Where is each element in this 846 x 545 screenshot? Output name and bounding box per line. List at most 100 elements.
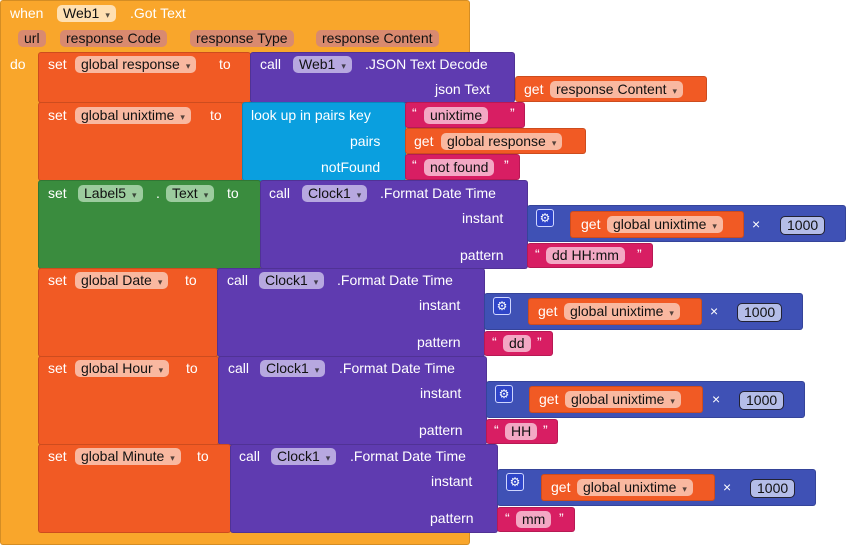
set-label: set xyxy=(48,360,67,376)
variable-name: global unixtime xyxy=(613,216,707,232)
multiply-operator: × xyxy=(723,479,732,495)
get-label: get xyxy=(581,216,601,232)
dropdown-arrow-icon: ▾ xyxy=(314,365,320,375)
set-label: set xyxy=(48,185,67,201)
variable-dropdown[interactable]: global unixtime ▾ xyxy=(607,216,723,233)
dropdown-arrow-icon: ▾ xyxy=(132,190,137,200)
dropdown-arrow-icon: ▾ xyxy=(180,112,185,122)
variable-dropdown[interactable]: global response ▾ xyxy=(75,56,197,73)
dropdown-arrow-icon: ▾ xyxy=(712,221,717,231)
text-value[interactable]: HH xyxy=(505,423,538,440)
lookup-in-pairs-block[interactable] xyxy=(242,102,406,181)
pattern-label: pattern xyxy=(460,247,504,263)
call-label: call xyxy=(227,272,249,288)
text-value[interactable]: unixtime xyxy=(424,107,489,124)
variable-dropdown[interactable]: global unixtime ▾ xyxy=(565,391,681,408)
variable-name: global response xyxy=(447,133,546,149)
gear-icon[interactable]: ⚙ xyxy=(506,473,524,491)
multiply-operator: × xyxy=(710,303,719,319)
set-label: set xyxy=(48,272,67,288)
set-label5-text-block[interactable] xyxy=(38,180,261,269)
pairs-label: pairs xyxy=(350,133,381,149)
component-dropdown[interactable]: Clock1 ▾ xyxy=(271,448,337,465)
number-value[interactable]: 1000 xyxy=(737,303,783,322)
variable-dropdown[interactable]: global unixtime ▾ xyxy=(577,479,693,496)
dropdown-arrow-icon: ▾ xyxy=(185,61,191,71)
variable-name: global unixtime xyxy=(583,479,677,495)
instant-label: instant xyxy=(420,385,462,401)
dropdown-arrow-icon: ▾ xyxy=(670,396,675,406)
quote-icon: “ xyxy=(412,157,417,173)
get-label: get xyxy=(524,81,544,97)
text-value[interactable]: dd HH:mm xyxy=(546,247,625,264)
component-dropdown[interactable]: Clock1 ▾ xyxy=(259,272,325,289)
quote-icon: ” xyxy=(510,105,515,121)
dropdown-arrow-icon: ▾ xyxy=(341,61,346,71)
variable-dropdown[interactable]: global Hour ▾ xyxy=(75,360,170,377)
param-response-type[interactable]: response Type xyxy=(190,30,294,47)
text-value[interactable]: mm xyxy=(516,511,552,528)
component-dropdown[interactable]: Web1 ▾ xyxy=(57,5,116,22)
dropdown-arrow-icon: ▾ xyxy=(170,453,175,463)
method-name: .Format Date Time xyxy=(337,272,453,288)
pattern-label: pattern xyxy=(430,510,474,526)
property-dropdown[interactable]: Text ▾ xyxy=(166,185,215,202)
variable-name: global Hour xyxy=(81,360,153,376)
to-label: to xyxy=(186,360,198,376)
quote-icon: “ xyxy=(494,422,499,438)
gear-icon[interactable]: ⚙ xyxy=(493,297,511,315)
get-label: get xyxy=(539,391,559,407)
variable-dropdown[interactable]: response Content ▾ xyxy=(550,81,684,98)
variable-dropdown[interactable]: global unixtime ▾ xyxy=(75,107,191,124)
variable-name: global Minute xyxy=(81,448,165,464)
pattern-label: pattern xyxy=(419,422,463,438)
call-label: call xyxy=(269,185,291,201)
param-url[interactable]: url xyxy=(18,30,46,47)
to-label: to xyxy=(219,56,231,72)
number-value[interactable]: 1000 xyxy=(750,479,796,498)
quote-icon: “ xyxy=(535,246,540,262)
component-dropdown[interactable]: Label5 ▾ xyxy=(78,185,143,202)
param-response-code[interactable]: response Code xyxy=(60,30,167,47)
method-name: .JSON Text Decode xyxy=(365,56,488,72)
to-label: to xyxy=(197,448,209,464)
dropdown-arrow-icon: ▾ xyxy=(203,190,209,200)
do-label: do xyxy=(10,56,26,72)
component-name: Web1 xyxy=(299,56,336,72)
variable-dropdown[interactable]: global unixtime ▾ xyxy=(564,303,680,320)
param-response-content[interactable]: response Content xyxy=(316,30,439,47)
dropdown-arrow-icon: ▾ xyxy=(682,484,687,494)
dropdown-arrow-icon: ▾ xyxy=(105,10,110,20)
text-value[interactable]: dd xyxy=(503,335,531,352)
set-label: set xyxy=(48,448,67,464)
dot-label: . xyxy=(156,185,160,201)
component-dropdown[interactable]: Clock1 ▾ xyxy=(260,360,326,377)
to-label: to xyxy=(185,272,197,288)
variable-dropdown[interactable]: global Minute ▾ xyxy=(75,448,181,465)
component-dropdown[interactable]: Web1 ▾ xyxy=(293,56,352,73)
component-name: Clock1 xyxy=(277,448,320,464)
text-value[interactable]: not found xyxy=(424,159,495,176)
gear-icon[interactable]: ⚙ xyxy=(536,209,554,227)
call-label: call xyxy=(228,360,250,376)
dropdown-arrow-icon: ▾ xyxy=(669,308,674,318)
number-value[interactable]: 1000 xyxy=(739,391,785,410)
variable-dropdown[interactable]: global response ▾ xyxy=(441,133,563,150)
dropdown-arrow-icon: ▾ xyxy=(157,277,163,287)
to-label: to xyxy=(210,107,222,123)
component-name: Web1 xyxy=(63,5,100,21)
variable-dropdown[interactable]: global Date ▾ xyxy=(75,272,169,289)
quote-icon: “ xyxy=(412,105,417,121)
quote-icon: ” xyxy=(543,422,548,438)
component-dropdown[interactable]: Clock1 ▾ xyxy=(302,185,368,202)
instant-label: instant xyxy=(419,297,461,313)
number-value[interactable]: 1000 xyxy=(780,216,826,235)
variable-name: global response xyxy=(81,56,180,72)
quote-icon: ” xyxy=(637,246,642,262)
event-name: .Got Text xyxy=(130,5,186,21)
quote-icon: ” xyxy=(537,334,542,350)
instant-label: instant xyxy=(431,473,473,489)
dropdown-arrow-icon: ▾ xyxy=(356,190,362,200)
gear-icon[interactable]: ⚙ xyxy=(495,385,513,403)
quote-icon: ” xyxy=(504,157,509,173)
